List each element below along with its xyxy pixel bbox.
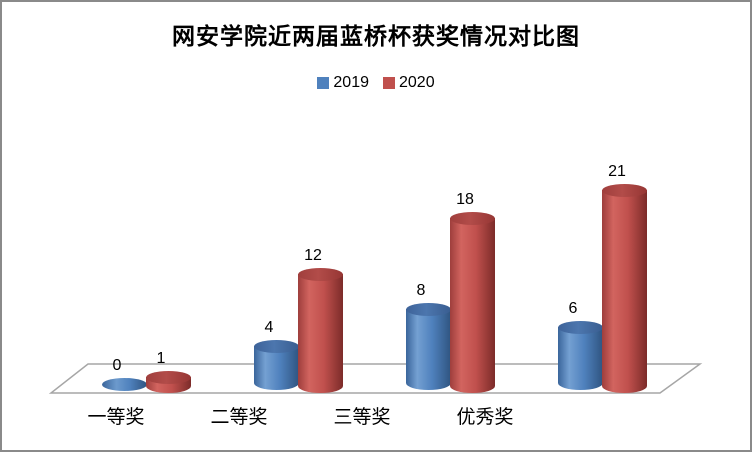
- data-label-2019-一等奖: 0: [112, 356, 122, 374]
- category-label-一等奖: 一等奖: [87, 407, 145, 428]
- bar-2020-三等奖: [449, 211, 495, 393]
- bar-2019-一等奖: [101, 377, 147, 391]
- cylinder-top: [405, 302, 451, 316]
- cylinder-top: [297, 267, 343, 281]
- data-label-2020-优秀奖: 21: [608, 162, 626, 180]
- cylinder-top: [557, 321, 603, 335]
- chart-title: 网安学院近两届蓝桥杯获奖情况对比图: [172, 23, 580, 49]
- legend: 2019 2020: [2, 74, 750, 92]
- cylinder-top: [601, 183, 647, 197]
- bar-2019-优秀奖: [557, 321, 603, 391]
- data-label-2019-优秀奖: 6: [568, 300, 578, 318]
- data-label-2019-三等奖: 8: [416, 281, 426, 299]
- legend-label-2020: 2020: [399, 74, 435, 91]
- bar-2020-优秀奖: [601, 183, 647, 393]
- data-label-2020-一等奖: 1: [156, 349, 166, 367]
- cylinder-body: [449, 217, 495, 393]
- legend-swatch-2019-icon: [317, 77, 330, 89]
- cylinder-body: [557, 327, 603, 391]
- legend-swatch-2020-icon: [383, 77, 395, 89]
- bar-2019-二等奖: [253, 340, 299, 391]
- legend-item-2020: 2020: [383, 74, 435, 92]
- bar-2020-二等奖: [297, 267, 343, 393]
- category-label-三等奖: 三等奖: [333, 407, 391, 428]
- category-label-二等奖: 二等奖: [210, 407, 268, 428]
- cylinder-body: [253, 346, 299, 391]
- bar-2019-三等奖: [405, 302, 451, 391]
- cylinder-top: [449, 211, 495, 225]
- legend-label-2019: 2019: [333, 74, 369, 91]
- cylinder-top: [253, 340, 299, 354]
- data-label-2020-三等奖: 18: [456, 190, 474, 208]
- cylinder-body: [297, 273, 343, 393]
- cylinder-body: [405, 308, 451, 391]
- legend-item-2019: 2019: [317, 74, 369, 92]
- cylinder-top: [145, 370, 191, 384]
- bar-2020-一等奖: [145, 370, 191, 393]
- floor-parallelogram: [48, 363, 703, 394]
- category-label-优秀奖: 优秀奖: [456, 407, 514, 428]
- data-label-2020-二等奖: 12: [304, 246, 322, 264]
- cylinder-body: [601, 189, 647, 393]
- data-label-2019-二等奖: 4: [264, 319, 274, 337]
